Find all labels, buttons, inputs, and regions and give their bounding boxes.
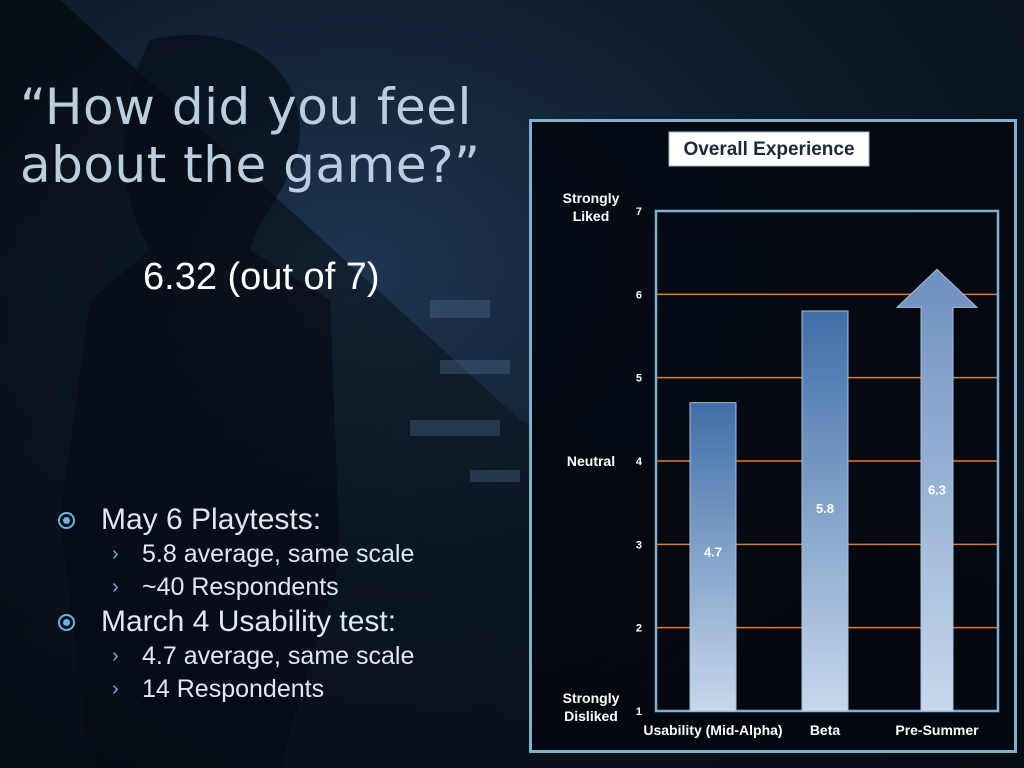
- bullet-list: May 6 Playtests: › 5.8 average, same sca…: [58, 502, 528, 706]
- chart-title-box: [668, 131, 870, 167]
- chevron-right-icon: ›: [112, 678, 119, 700]
- chart-title: Overall Experience: [683, 139, 854, 160]
- scale-label: Strongly Liked: [563, 190, 620, 224]
- y-tick-label: 3: [636, 539, 642, 551]
- circle-bullet-icon: [58, 511, 75, 529]
- bullet-text: March 4 Usability test:: [101, 605, 397, 638]
- y-tick-label: 6: [636, 289, 642, 301]
- chevron-right-icon: ›: [112, 543, 119, 565]
- category-label: Usability (Mid-Alpha): [643, 722, 782, 738]
- y-tick-label: 5: [636, 373, 642, 385]
- bar-arrow: [895, 268, 979, 712]
- title-line-1: “How did you feel: [20, 78, 472, 136]
- data-label: 4.7: [704, 545, 722, 560]
- bar-chart: Overall Experience 1 2 3 4 5 6 7 Strongly Liked Ne…: [563, 131, 1000, 738]
- data-label: 5.8: [816, 501, 834, 516]
- y-tick-label: 1: [636, 706, 642, 718]
- category-label: Pre-Summer: [895, 722, 979, 738]
- scale-label: Strongly Disliked: [563, 690, 620, 724]
- slide-title: “How did you feel about the game?”: [20, 78, 520, 194]
- sub-bullet-text: 5.8 average, same scale: [142, 540, 415, 568]
- chevron-right-icon: ›: [112, 576, 119, 598]
- sub-bullet-item: › 4.7 average, same scale: [58, 640, 528, 673]
- sub-bullet-text: 14 Respondents: [142, 675, 325, 703]
- y-tick-label: 4: [636, 456, 643, 468]
- bullet-text: May 6 Playtests:: [101, 503, 322, 536]
- bar: [689, 402, 737, 712]
- sub-bullet-item: › ~40 Respondents: [58, 571, 528, 604]
- overall-score: 6.32 (out of 7): [143, 256, 380, 298]
- sub-bullet-text: 4.7 average, same scale: [142, 642, 415, 670]
- data-label: 6.3: [928, 482, 946, 497]
- sub-bullet-text: ~40 Respondents: [142, 573, 339, 601]
- sub-bullet-item: › 5.8 average, same scale: [58, 538, 528, 571]
- sub-bullet-item: › 14 Respondents: [58, 673, 528, 706]
- title-line-2: about the game?”: [20, 136, 481, 194]
- scale-label: Neutral: [567, 453, 615, 469]
- category-label: Beta: [810, 722, 841, 738]
- y-tick-label: 7: [636, 206, 642, 218]
- bullet-item: May 6 Playtests:: [58, 502, 528, 538]
- circle-bullet-icon: [58, 613, 75, 631]
- chevron-right-icon: ›: [112, 645, 119, 667]
- bar: [801, 310, 849, 712]
- chart-panel: Overall Experience 1 2 3 4 5 6 7 Strongly Liked Ne…: [529, 119, 1017, 753]
- y-tick-label: 2: [636, 623, 642, 635]
- bullet-item: March 4 Usability test:: [58, 604, 528, 640]
